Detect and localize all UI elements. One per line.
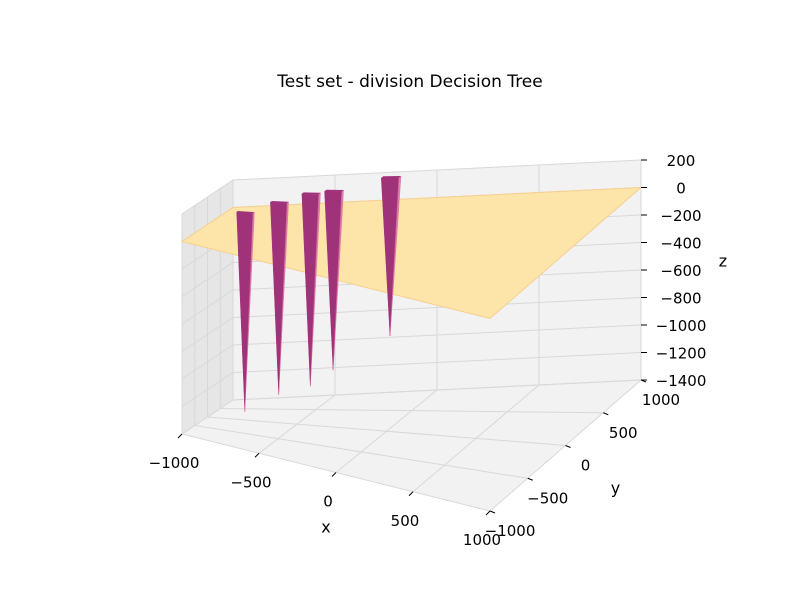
x-tick: [254, 452, 260, 458]
y-tick-label: 500: [609, 424, 638, 442]
surface-spike-top: [324, 189, 344, 192]
surface-spike-side: [389, 175, 402, 336]
y-tick: [565, 445, 571, 448]
tick-labels: −1000−50005001000−1000−500050010002000−2…: [149, 152, 728, 549]
surface-spike-top: [270, 201, 289, 203]
x-tick: [177, 433, 183, 439]
x-tick: [485, 510, 491, 516]
grid-line-z: [181, 324, 642, 380]
y-tick-label: −500: [527, 489, 568, 507]
z-tick-label: −200: [660, 207, 701, 225]
y-tick-label: −1000: [485, 522, 536, 540]
y-tick-label: 0: [581, 457, 591, 475]
chart-title: Test set - division Decision Tree: [277, 72, 543, 92]
x-tick-label: 1000: [463, 531, 501, 549]
surface-spike-top: [301, 192, 321, 195]
z-tick-label: −600: [660, 262, 701, 280]
z-tick-label: 200: [667, 152, 696, 170]
x-tick-label: −1000: [149, 454, 200, 472]
z-tick-label: −400: [660, 235, 701, 253]
z-tick-label: −1000: [656, 317, 707, 335]
z-tick-label: 0: [676, 180, 686, 198]
y-tick: [527, 477, 533, 481]
tick-marks: [177, 159, 647, 516]
x-tick: [331, 472, 337, 477]
surface-spike-top: [381, 176, 401, 178]
surface: [180, 175, 643, 412]
grid-line-z: [181, 352, 642, 407]
surface-spike-side: [332, 189, 344, 371]
y-tick-label: 1000: [642, 391, 680, 409]
grid-line-z: [181, 379, 642, 435]
x-tick: [408, 491, 414, 497]
y-tick: [603, 412, 609, 416]
z-axis-label: z: [719, 252, 727, 271]
z-tick-label: −800: [660, 290, 701, 308]
x-tick-label: −500: [230, 473, 271, 491]
y-axis-label: y: [611, 479, 620, 498]
grid-line-z: [181, 159, 642, 215]
x-axis-label: x: [321, 518, 330, 537]
x-tick-label: 0: [323, 493, 333, 511]
z-tick-label: −1400: [656, 372, 707, 390]
z-tick-label: −1200: [656, 345, 707, 363]
y-tick: [489, 510, 496, 514]
surface-spike-top: [236, 211, 255, 214]
x-tick-label: 500: [391, 512, 420, 530]
